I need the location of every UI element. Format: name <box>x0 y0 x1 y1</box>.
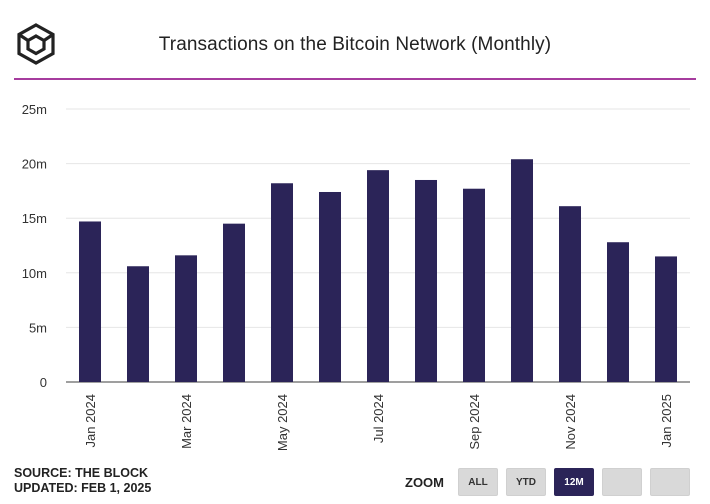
the-block-logo-icon <box>17 23 55 65</box>
y-tick-label: 0 <box>40 375 47 390</box>
x-tick-label: Sep 2024 <box>467 394 482 450</box>
bar[interactable] <box>127 266 149 382</box>
x-tick-label: May 2024 <box>275 394 290 451</box>
x-tick-label: Jul 2024 <box>371 394 386 443</box>
footer-source: SOURCE: THE BLOCK UPDATED: FEB 1, 2025 <box>14 466 151 496</box>
x-tick-label: Jan 2025 <box>659 394 674 448</box>
zoom-12m-button[interactable]: 12M <box>554 468 594 496</box>
bar[interactable] <box>175 255 197 382</box>
y-tick-label: 5m <box>29 320 47 335</box>
bar[interactable] <box>607 242 629 382</box>
zoom-all-button[interactable]: ALL <box>458 468 498 496</box>
bar-chart: 0 5m 10m 15m 20m 25m Jan 2024 Mar 2024 May 2024 J… <box>22 102 690 451</box>
y-tick-label: 20m <box>22 157 47 172</box>
y-tick-label: 10m <box>22 266 47 281</box>
x-tick-label: Jan 2024 <box>83 394 98 448</box>
x-tick-label: Nov 2024 <box>563 394 578 450</box>
y-tick-label: 15m <box>22 211 47 226</box>
y-tick-label: 25m <box>22 102 47 117</box>
updated-text: UPDATED: FEB 1, 2025 <box>14 481 152 495</box>
bar[interactable] <box>271 183 293 382</box>
source-text: SOURCE: THE BLOCK <box>14 466 149 480</box>
x-tick-label: Mar 2024 <box>179 394 194 449</box>
bar[interactable] <box>367 170 389 382</box>
title-divider <box>14 78 696 80</box>
zoom-blank-button-1[interactable] <box>602 468 642 496</box>
bar[interactable] <box>223 223 245 382</box>
bar[interactable] <box>79 221 101 382</box>
zoom-label: ZOOM <box>405 474 444 490</box>
bar[interactable] <box>415 179 437 382</box>
zoom-blank-button-2[interactable] <box>650 468 690 496</box>
bar[interactable] <box>463 188 485 382</box>
bar[interactable] <box>655 256 677 382</box>
zoom-ytd-button[interactable]: YTD <box>506 468 546 496</box>
bar[interactable] <box>511 159 533 382</box>
chart-title: Transactions on the Bitcoin Network (Mon… <box>158 34 552 55</box>
bar[interactable] <box>559 206 581 382</box>
zoom-controls: ZOOM ALL YTD 12M <box>405 468 690 496</box>
bar[interactable] <box>319 191 341 382</box>
